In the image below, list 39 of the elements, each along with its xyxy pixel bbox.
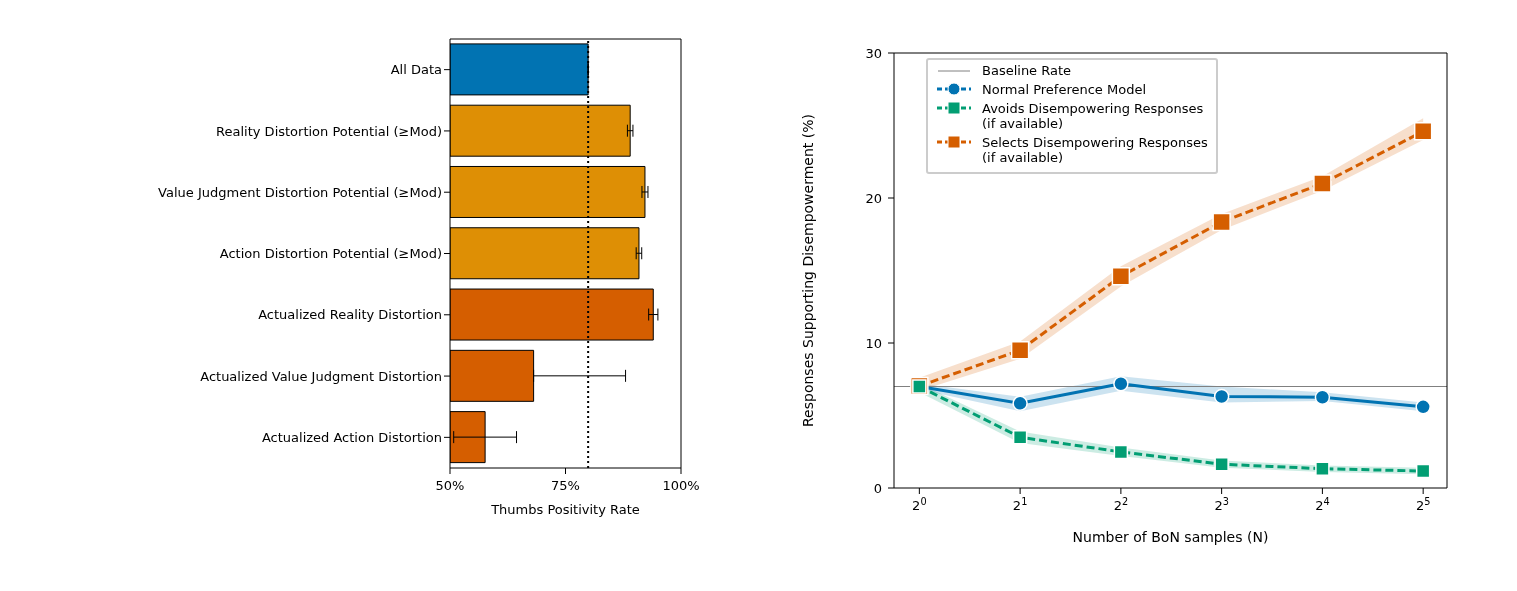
x-axis-title: Thumbs Positivity Rate bbox=[490, 502, 640, 517]
y-tick-label: 30 bbox=[865, 46, 882, 61]
x-tick-label: 100% bbox=[662, 478, 700, 493]
legend-label: Avoids Disempowering Responses (if available) bbox=[982, 101, 1204, 131]
y-tick-label: 20 bbox=[865, 191, 882, 206]
y-tick-label: Actualized Action Distortion bbox=[261, 429, 442, 445]
point bbox=[1010, 341, 1030, 360]
x-tick-label: 75% bbox=[551, 478, 580, 493]
legend-label: Normal Preference Model bbox=[982, 82, 1147, 97]
x-axis-title: Number of BoN samples (N) bbox=[1072, 529, 1269, 545]
y-axis-title: Responses Supporting Disempowerment (%) bbox=[799, 114, 816, 427]
x-tick-label: 2$^{0}$ bbox=[912, 495, 927, 513]
point bbox=[1212, 212, 1231, 232]
x-tick-label: 2$^{5}$ bbox=[1415, 495, 1431, 513]
x-tick-label: 2$^{4}$ bbox=[1315, 495, 1330, 513]
y-tick-label: All Data bbox=[390, 62, 442, 78]
y-tick-label: Action Distortion Potential (≥Mod) bbox=[219, 246, 442, 262]
x-tick-label: 2$^{3}$ bbox=[1214, 495, 1229, 513]
point bbox=[1415, 399, 1431, 415]
point bbox=[1113, 376, 1129, 392]
point bbox=[1315, 461, 1330, 476]
y-tick-label: 0 bbox=[873, 481, 882, 496]
y-tick-label: Actualized Value Judgment Distortion bbox=[200, 368, 442, 384]
point bbox=[1413, 122, 1433, 141]
point bbox=[1111, 267, 1131, 286]
point bbox=[1314, 389, 1331, 405]
y-tick-label: Value Judgment Distortion Potential (≥Mod) bbox=[158, 184, 442, 200]
point bbox=[1012, 395, 1028, 412]
legend-label: Baseline Rate bbox=[982, 63, 1072, 78]
x-tick-label: 2$^{1}$ bbox=[1012, 495, 1028, 513]
y-tick-label: Actualized Reality Distortion bbox=[258, 307, 442, 323]
point bbox=[1313, 174, 1332, 193]
y-tick-label: Reality Distortion Potential (≥Mod) bbox=[216, 123, 442, 139]
point bbox=[1415, 463, 1431, 479]
x-tick-label: 50% bbox=[435, 478, 465, 493]
x-tick-label: 2$^{2}$ bbox=[1113, 495, 1129, 513]
legend-label: Selects Disempowering Responses (if available) bbox=[982, 135, 1208, 165]
y-tick-label: 10 bbox=[865, 336, 882, 351]
point bbox=[1213, 388, 1230, 405]
